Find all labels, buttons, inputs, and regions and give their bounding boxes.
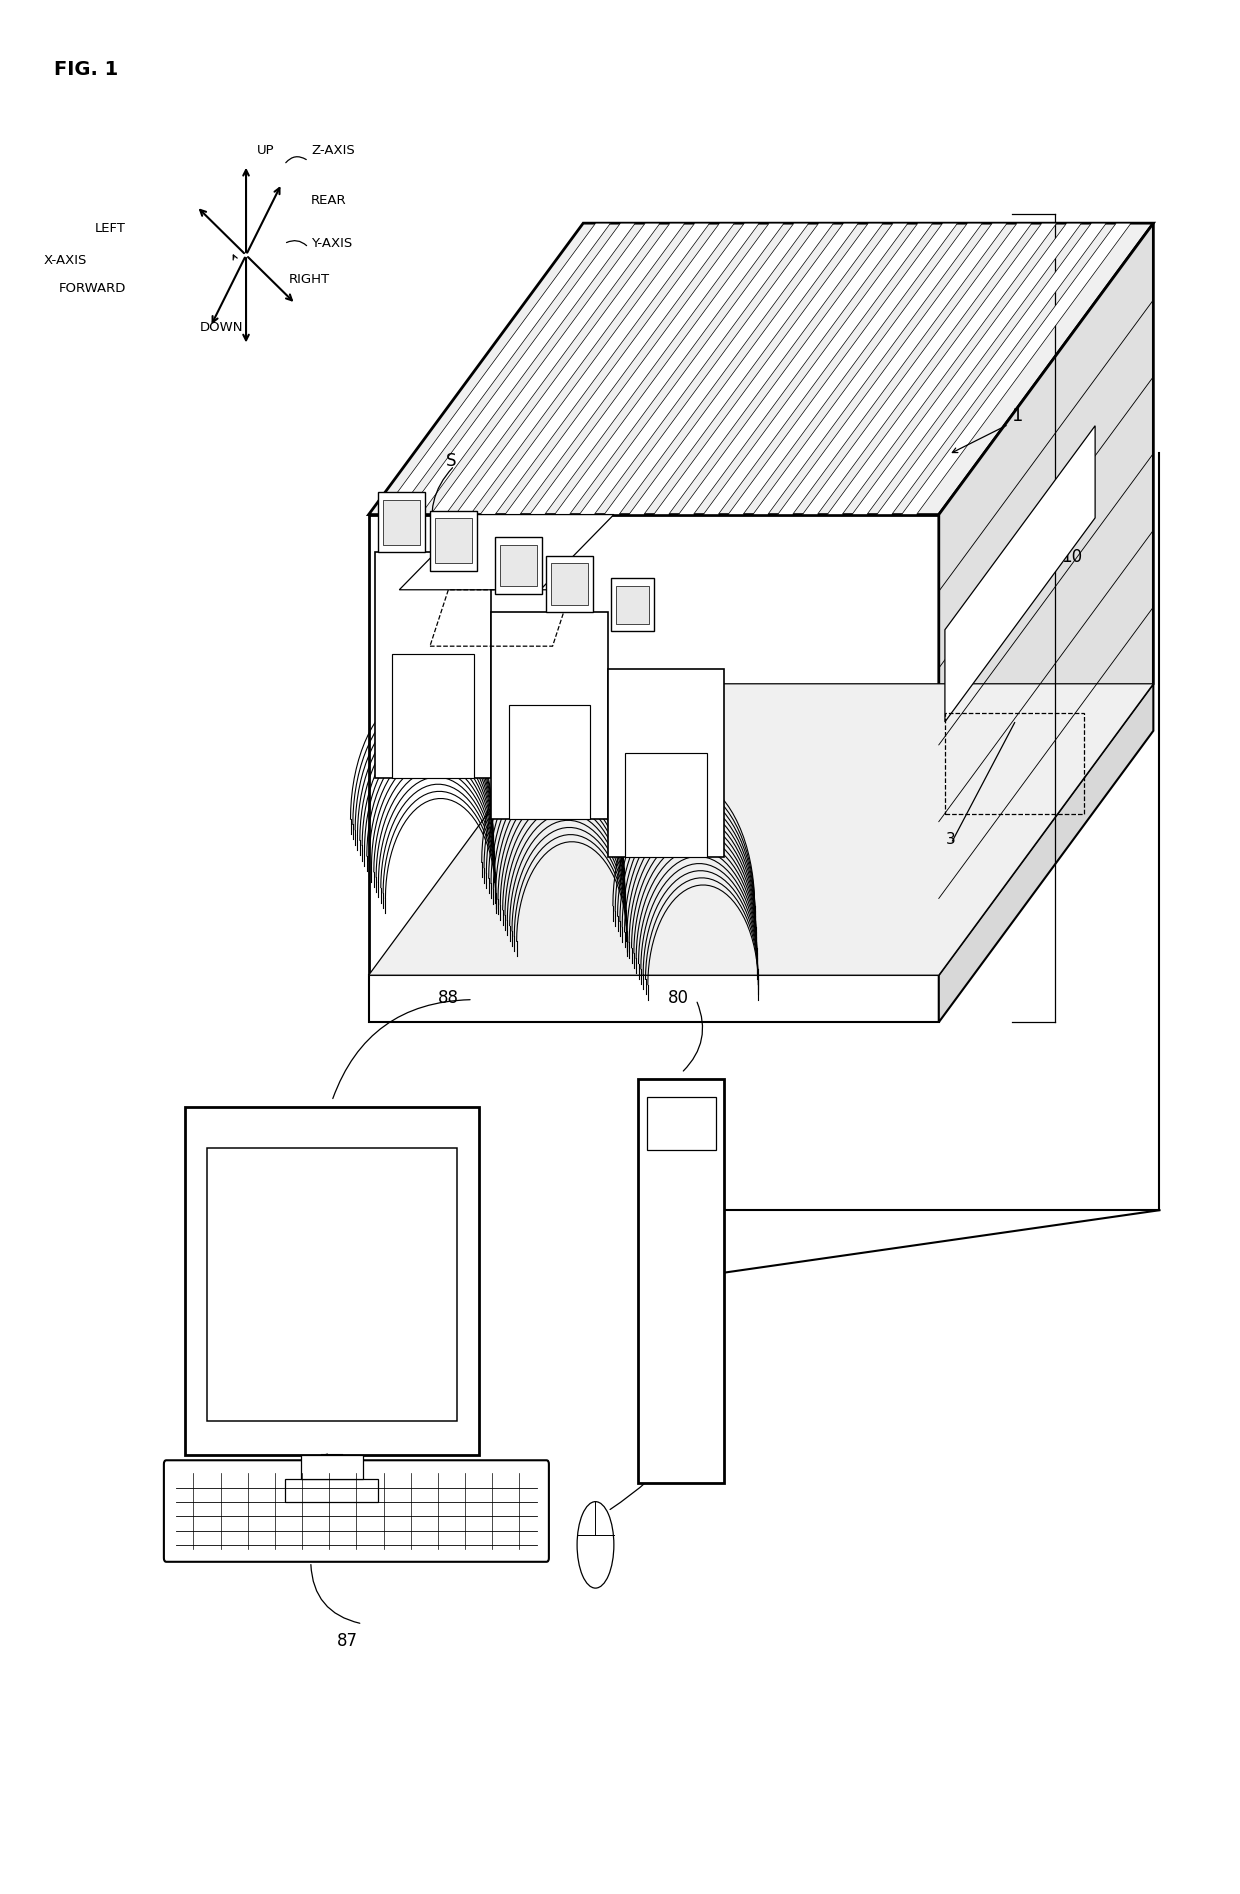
Bar [639, 1078, 724, 1483]
Text: 88: 88 [438, 989, 459, 1008]
Text: REAR: REAR [311, 193, 347, 206]
Polygon shape [552, 563, 588, 604]
Polygon shape [505, 223, 734, 515]
Text: 80: 80 [668, 989, 689, 1008]
Polygon shape [500, 545, 537, 585]
Text: FIG. 1: FIG. 1 [53, 59, 118, 78]
Polygon shape [392, 653, 474, 778]
Polygon shape [753, 223, 982, 515]
Polygon shape [604, 223, 833, 515]
Text: DOWN: DOWN [200, 320, 243, 333]
Polygon shape [625, 754, 707, 856]
Polygon shape [554, 223, 784, 515]
Text: FORWARD: FORWARD [58, 282, 125, 295]
Polygon shape [703, 223, 932, 515]
Text: 10: 10 [1061, 547, 1083, 566]
Polygon shape [529, 223, 759, 515]
Text: LEFT: LEFT [95, 222, 126, 235]
Polygon shape [728, 223, 957, 515]
Polygon shape [508, 705, 590, 818]
Polygon shape [802, 223, 1032, 515]
Polygon shape [653, 223, 883, 515]
Polygon shape [901, 223, 1131, 515]
Bar [301, 1455, 362, 1479]
Bar [647, 1097, 715, 1150]
Bar [285, 1479, 378, 1502]
Polygon shape [480, 223, 709, 515]
Polygon shape [435, 519, 471, 563]
Polygon shape [368, 975, 939, 1023]
Text: RIGHT: RIGHT [289, 273, 330, 286]
Polygon shape [368, 223, 1153, 515]
Polygon shape [611, 578, 655, 631]
Polygon shape [629, 223, 858, 515]
Polygon shape [378, 492, 425, 553]
Polygon shape [383, 500, 420, 545]
Polygon shape [877, 223, 1106, 515]
Polygon shape [405, 223, 635, 515]
Polygon shape [381, 223, 610, 515]
Polygon shape [945, 426, 1095, 722]
Bar [207, 1148, 456, 1420]
Polygon shape [430, 223, 660, 515]
Polygon shape [368, 684, 1153, 975]
Text: S: S [446, 451, 456, 470]
Polygon shape [491, 612, 608, 818]
Polygon shape [827, 223, 1056, 515]
Polygon shape [399, 515, 614, 589]
Polygon shape [777, 223, 1007, 515]
Bar [185, 1106, 479, 1455]
Polygon shape [374, 553, 491, 778]
Polygon shape [608, 669, 724, 856]
Polygon shape [495, 538, 542, 593]
Text: 87: 87 [337, 1633, 358, 1650]
Text: UP: UP [257, 144, 274, 157]
Text: 3: 3 [946, 831, 956, 847]
Text: Y-AXIS: Y-AXIS [311, 237, 352, 250]
Text: Z-AXIS: Z-AXIS [311, 144, 355, 157]
Polygon shape [939, 223, 1153, 975]
Polygon shape [939, 684, 1153, 1023]
FancyBboxPatch shape [164, 1460, 549, 1563]
Text: 1: 1 [1012, 407, 1024, 424]
Polygon shape [678, 223, 908, 515]
Polygon shape [616, 585, 650, 623]
Bar [945, 712, 1085, 814]
Text: X-AXIS: X-AXIS [43, 254, 87, 267]
Polygon shape [368, 515, 939, 975]
Polygon shape [579, 223, 808, 515]
Ellipse shape [577, 1502, 614, 1587]
Polygon shape [852, 223, 1081, 515]
Polygon shape [547, 557, 593, 612]
Polygon shape [455, 223, 684, 515]
Polygon shape [430, 511, 476, 570]
